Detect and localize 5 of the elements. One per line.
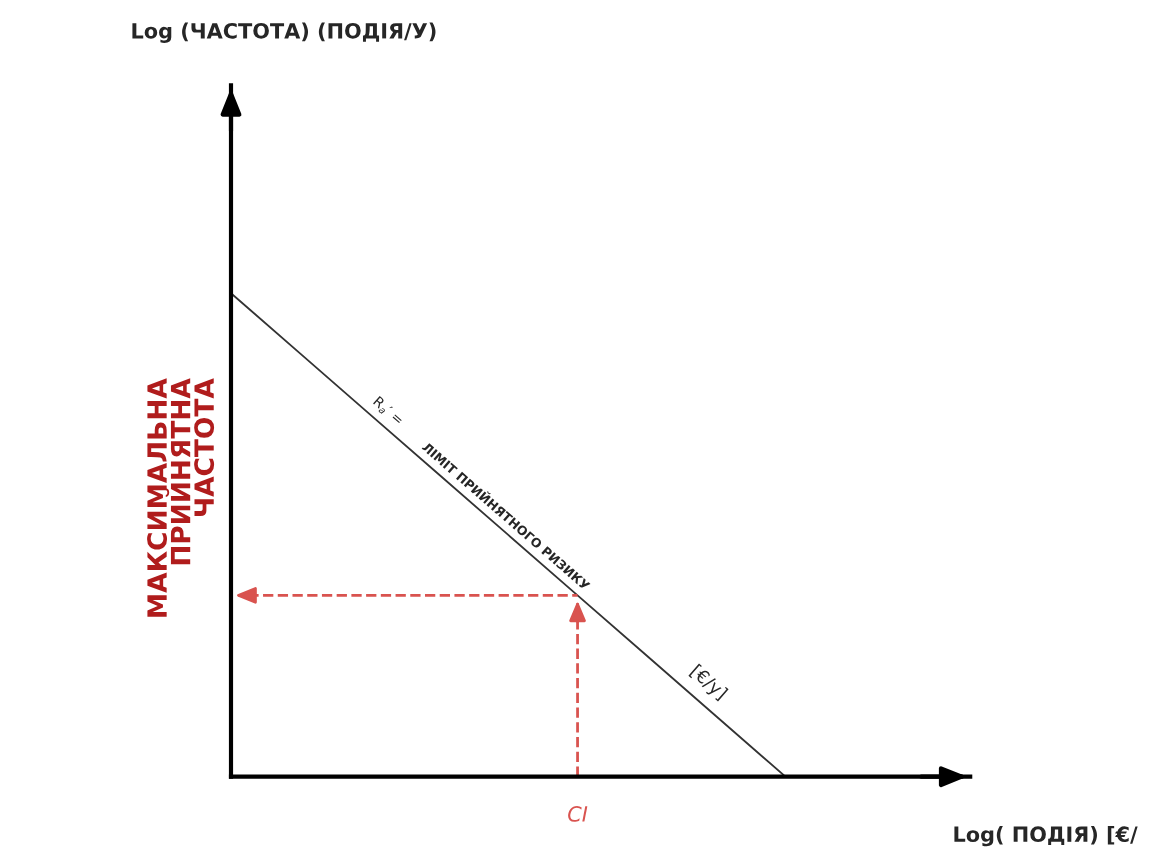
text: Log (ЧАСТОТА) (ПОДІЯ/У) bbox=[132, 22, 436, 43]
ref-line-label: МАКСИМАЛЬНА ПРИЙНЯТНА ЧАСТОТА bbox=[147, 378, 215, 617]
text: CI bbox=[568, 806, 588, 822]
x-axis-title: Log( ПОДІЯ) [€/ bbox=[954, 825, 1138, 847]
annotation: R$_{a}$′ = bbox=[371, 395, 405, 427]
